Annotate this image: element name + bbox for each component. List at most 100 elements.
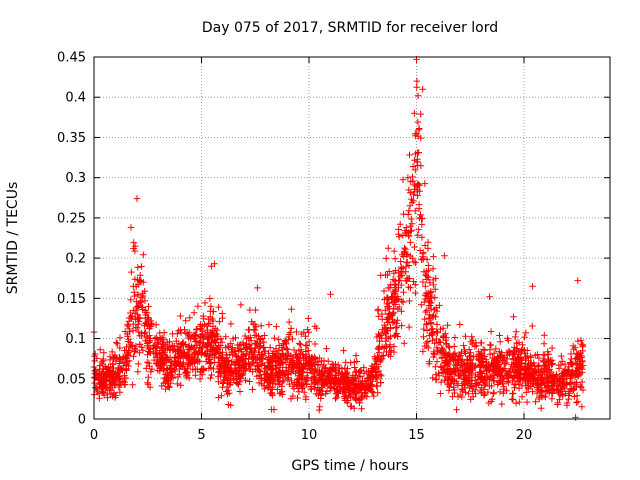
data-point bbox=[486, 373, 494, 381]
data-point bbox=[530, 380, 538, 387]
data-point bbox=[213, 336, 221, 343]
data-point bbox=[334, 381, 342, 388]
data-point bbox=[205, 320, 212, 327]
data-point bbox=[111, 381, 118, 388]
data-point bbox=[247, 361, 255, 368]
data-point bbox=[490, 377, 498, 385]
data-point bbox=[390, 318, 398, 325]
data-point bbox=[574, 337, 582, 345]
data-point bbox=[368, 388, 376, 395]
data-point bbox=[565, 395, 572, 403]
x-axis-label: GPS time / hours bbox=[291, 458, 408, 474]
data-point bbox=[465, 390, 472, 398]
data-point bbox=[541, 362, 549, 369]
data-point bbox=[521, 347, 528, 354]
data-point bbox=[490, 349, 498, 357]
data-point bbox=[177, 381, 184, 389]
data-point bbox=[411, 207, 419, 215]
data-point bbox=[389, 276, 397, 283]
data-point bbox=[273, 362, 281, 370]
data-point bbox=[430, 253, 437, 260]
data-point bbox=[94, 386, 101, 394]
data-point bbox=[167, 346, 174, 353]
data-point bbox=[570, 345, 577, 353]
data-point bbox=[311, 385, 318, 392]
data-point bbox=[269, 380, 277, 388]
data-point bbox=[421, 315, 428, 323]
data-point bbox=[303, 380, 310, 387]
data-point bbox=[418, 301, 425, 308]
data-point bbox=[578, 378, 586, 386]
data-point bbox=[239, 339, 247, 346]
data-point bbox=[179, 339, 187, 346]
data-point bbox=[295, 376, 302, 383]
data-point bbox=[548, 378, 555, 385]
data-point bbox=[217, 335, 225, 343]
data-point bbox=[165, 371, 172, 379]
data-point bbox=[191, 338, 199, 345]
data-point bbox=[218, 362, 226, 370]
y-tick-label: 0.25 bbox=[57, 211, 86, 226]
data-point bbox=[421, 342, 429, 350]
data-point bbox=[578, 403, 586, 411]
data-point bbox=[287, 325, 295, 332]
y-axis-label: SRMTID / TECUs bbox=[5, 182, 21, 295]
y-tick-label: 0.3 bbox=[65, 171, 86, 186]
data-point bbox=[128, 268, 135, 276]
data-point bbox=[563, 399, 571, 407]
data-point bbox=[204, 347, 211, 355]
data-point bbox=[439, 346, 447, 353]
data-point bbox=[160, 341, 167, 348]
data-point bbox=[436, 302, 443, 309]
data-point bbox=[412, 289, 419, 297]
data-point bbox=[261, 348, 269, 355]
data-point bbox=[400, 248, 408, 255]
data-point bbox=[409, 173, 416, 181]
data-point bbox=[471, 386, 479, 394]
data-point bbox=[496, 366, 504, 373]
data-point bbox=[369, 389, 376, 396]
data-point bbox=[151, 335, 159, 342]
data-point bbox=[423, 327, 431, 334]
data-point bbox=[377, 272, 384, 279]
data-point bbox=[356, 372, 364, 380]
data-point bbox=[474, 381, 482, 388]
data-point bbox=[439, 324, 447, 332]
data-point bbox=[574, 398, 582, 406]
data-point bbox=[540, 392, 548, 400]
data-point bbox=[512, 333, 519, 341]
data-point bbox=[213, 330, 220, 338]
data-point bbox=[407, 189, 414, 197]
data-point bbox=[316, 403, 323, 410]
data-point bbox=[279, 350, 286, 358]
data-point bbox=[424, 338, 432, 345]
data-point bbox=[571, 359, 579, 367]
data-point bbox=[529, 322, 536, 330]
data-point bbox=[399, 176, 407, 184]
data-point bbox=[413, 158, 421, 166]
data-point bbox=[446, 366, 454, 373]
data-point bbox=[223, 351, 230, 358]
data-point bbox=[242, 376, 249, 384]
data-point bbox=[430, 312, 437, 319]
data-point bbox=[245, 334, 253, 342]
data-point bbox=[298, 369, 306, 376]
data-point bbox=[533, 390, 541, 397]
data-point bbox=[406, 297, 413, 305]
data-point bbox=[409, 163, 417, 170]
data-point bbox=[190, 331, 198, 339]
data-point bbox=[509, 396, 517, 403]
data-point bbox=[509, 390, 517, 398]
data-point bbox=[406, 151, 413, 159]
data-point bbox=[417, 211, 424, 218]
data-point bbox=[129, 381, 136, 389]
data-point bbox=[150, 349, 158, 357]
data-point bbox=[408, 215, 415, 223]
data-point bbox=[493, 355, 501, 362]
data-point bbox=[139, 289, 146, 297]
data-point bbox=[343, 370, 351, 378]
data-point bbox=[569, 368, 576, 375]
data-point bbox=[329, 378, 337, 386]
data-point bbox=[553, 371, 560, 378]
data-point bbox=[249, 386, 256, 393]
